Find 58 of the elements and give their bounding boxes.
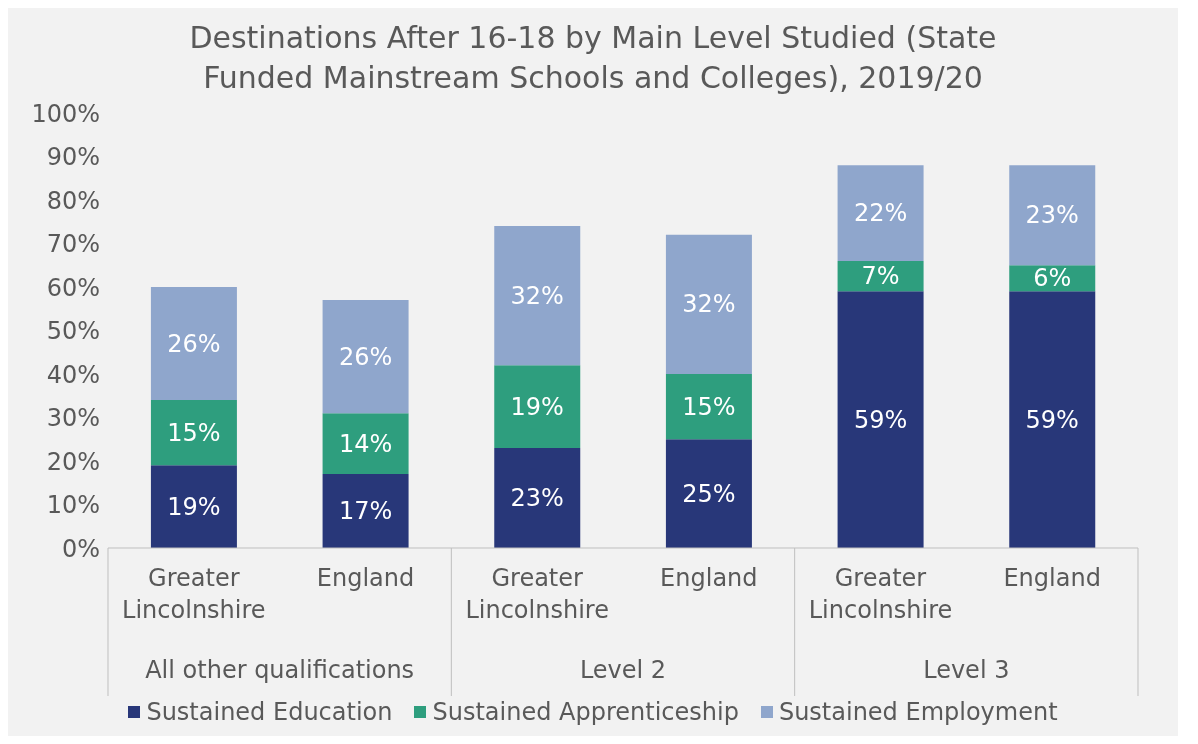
text: Level 3: [923, 656, 1010, 684]
y-tick-label: 10%: [46, 491, 100, 520]
y-tick-label: 50%: [46, 317, 100, 346]
chart-title: Destinations After 16-18 by Main Level Studied (State Funded Mainstream Schools and Colleges), 2019/20: [188, 19, 998, 97]
bar: [150, 400, 237, 466]
text: All other qualifications: [145, 656, 415, 684]
bar: [494, 226, 581, 366]
text: Level 2: [579, 656, 667, 684]
data-label: 23%: [510, 483, 564, 512]
bar: [150, 465, 237, 548]
data-label: 19%: [167, 492, 221, 521]
y-tick-label: 90%: [46, 143, 100, 172]
y-tick-label: 60%: [46, 273, 100, 302]
bar: [1009, 291, 1096, 548]
legend-label: Sustained Employment: [778, 698, 1058, 726]
y-tick-label: 0%: [61, 534, 100, 563]
data-label: 7%: [861, 262, 900, 291]
legend-label: Sustained Education: [146, 698, 393, 726]
x-tick-label: England: [1003, 564, 1101, 592]
data-label: 23%: [1025, 201, 1079, 230]
data-label: 59%: [1025, 405, 1079, 434]
bar: [837, 165, 924, 261]
bar: [322, 474, 409, 548]
y-tick-label: 30%: [46, 404, 100, 433]
x-tick-label: Greater Lincolnshire: [465, 564, 609, 624]
data-label: 32%: [682, 290, 736, 319]
data-label: 6%: [1033, 264, 1072, 293]
bar: [322, 413, 409, 475]
x-tick-label: England: [316, 564, 415, 592]
data-label: 19%: [510, 392, 564, 421]
bar: [322, 300, 409, 414]
y-tick-label: 80%: [46, 186, 100, 215]
bar: [665, 234, 752, 374]
data-label: 25%: [682, 479, 736, 508]
data-label: 26%: [338, 342, 393, 371]
y-tick-label: 40%: [46, 360, 100, 389]
bar: [494, 365, 581, 448]
bar: [1009, 165, 1096, 266]
bar: [665, 439, 752, 548]
data-label: 14%: [338, 429, 393, 458]
y-tick-label: 70%: [46, 230, 100, 259]
y-tick-label: 20%: [46, 447, 100, 476]
data-label: 59%: [853, 405, 908, 434]
bar: [150, 287, 237, 401]
bar: [494, 447, 581, 548]
data-label: 22%: [853, 199, 908, 228]
data-label: 15%: [682, 392, 736, 421]
y-tick-label: 100%: [31, 99, 100, 128]
data-label: 32%: [510, 281, 564, 310]
x-tick-label: Greater Lincolnshire: [122, 564, 266, 624]
legend-label: Sustained Apprenticeship: [432, 698, 739, 726]
data-label: 15%: [167, 418, 221, 447]
bar: [665, 374, 752, 440]
x-tick-label: Greater Lincolnshire: [808, 564, 953, 624]
data-label: 26%: [167, 329, 221, 358]
x-tick-label: England: [660, 564, 758, 592]
data-label: 17%: [338, 497, 393, 526]
bar: [837, 291, 924, 548]
